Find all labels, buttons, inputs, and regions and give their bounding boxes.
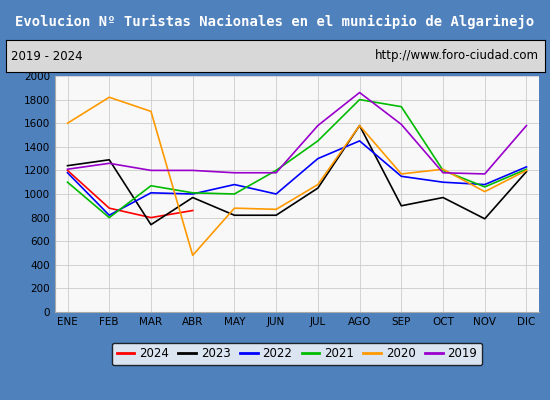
Text: 2019 - 2024: 2019 - 2024 [11, 50, 82, 62]
Text: Evolucion Nº Turistas Nacionales en el municipio de Algarinejo: Evolucion Nº Turistas Nacionales en el m… [15, 15, 535, 29]
Text: http://www.foro-ciudad.com: http://www.foro-ciudad.com [375, 50, 539, 62]
Legend: 2024, 2023, 2022, 2021, 2020, 2019: 2024, 2023, 2022, 2021, 2020, 2019 [112, 343, 482, 365]
